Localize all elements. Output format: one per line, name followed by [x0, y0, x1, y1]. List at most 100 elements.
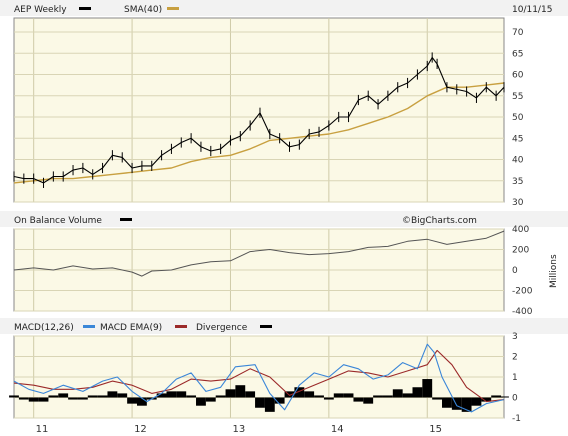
divergence-bar — [136, 397, 147, 406]
divergence-bar — [215, 395, 226, 398]
divergence-bar — [68, 397, 78, 400]
legend-swatch-divergence — [260, 325, 272, 328]
divergence-bar — [304, 391, 315, 398]
divergence-bar — [392, 389, 403, 398]
y-tick-label: 50 — [512, 113, 524, 123]
y-tick-label: 60 — [512, 71, 524, 81]
divergence-bar — [422, 379, 433, 398]
divergence-bar — [491, 395, 502, 398]
x-tick-label: 12 — [134, 424, 147, 435]
divergence-bar — [481, 397, 492, 402]
divergence-bar — [245, 391, 256, 398]
divergence-bar — [442, 397, 452, 408]
divergence-bar — [18, 397, 29, 400]
macd-ema-line — [13, 349, 505, 403]
y-tick-label: 3 — [512, 332, 518, 342]
divergence-bar — [471, 397, 482, 406]
divergence-bar — [461, 397, 472, 412]
legend-swatch-obv — [120, 218, 132, 221]
y-tick-label: 70 — [512, 28, 524, 38]
y-tick-label: -1 — [512, 414, 521, 424]
y-tick-label: -400 — [512, 307, 533, 317]
price-header-bar — [0, 0, 568, 16]
divergence-bar — [38, 397, 49, 402]
divergence-bar — [186, 395, 197, 398]
divergence-bar — [235, 385, 246, 398]
divergence-bar — [382, 395, 393, 398]
divergence-bar — [314, 395, 324, 398]
y-tick-label: 0 — [512, 266, 518, 276]
price-title: AEP Weekly — [14, 5, 67, 15]
y-tick-label: 55 — [512, 92, 523, 102]
divergence-bar — [294, 387, 305, 398]
legend-swatch-macd — [83, 325, 95, 328]
x-tick-label: 15 — [429, 424, 442, 435]
y-tick-label: 2 — [512, 353, 518, 363]
divergence-bar — [499, 396, 509, 398]
y-tick-label: 40 — [512, 156, 524, 166]
divergence-bar — [196, 397, 206, 406]
macd-line — [13, 343, 505, 413]
obv-title: On Balance Volume — [14, 216, 102, 226]
sma-line — [13, 82, 505, 184]
divergence-bar — [451, 397, 462, 410]
divergence-bar — [156, 393, 167, 398]
y-tick-label: 30 — [512, 198, 524, 208]
y-tick-label: 0 — [512, 394, 518, 404]
legend-swatch-sma — [167, 7, 179, 10]
divergence-label: Divergence — [196, 323, 248, 333]
legend-swatch-ema — [175, 325, 187, 328]
y-tick-label: 400 — [512, 225, 529, 235]
legend-swatch-price — [79, 7, 91, 10]
divergence-bar — [176, 391, 187, 398]
divergence-bar — [373, 395, 383, 398]
divergence-bar — [117, 393, 128, 398]
divergence-bar — [343, 393, 354, 398]
y-tick-label: -200 — [512, 287, 533, 297]
y-tick-label: 45 — [512, 134, 523, 144]
credit-label: ©BigCharts.com — [402, 216, 477, 226]
divergence-bar — [402, 393, 413, 398]
divergence-bar — [363, 397, 374, 404]
x-tick-label: 13 — [232, 424, 245, 435]
obv-line — [13, 230, 505, 277]
x-tick-label: 14 — [331, 424, 344, 435]
divergence-bar — [274, 397, 285, 404]
divergence-bar — [255, 397, 265, 408]
divergence-bar — [127, 397, 137, 404]
divergence-bar — [225, 389, 236, 398]
divergence-bar — [323, 397, 334, 400]
macd-ema-label: MACD EMA(9) — [100, 323, 162, 333]
sma-legend-label: SMA(40) — [124, 5, 162, 15]
macd-header-bar — [0, 318, 568, 334]
divergence-bar — [432, 397, 443, 400]
divergence-bar — [284, 391, 295, 398]
price-panel-bg — [13, 17, 505, 203]
divergence-bar — [58, 393, 69, 398]
divergence-bar — [353, 397, 364, 402]
divergence-bar — [205, 397, 216, 402]
divergence-bar — [333, 393, 344, 398]
divergence-bar — [166, 391, 177, 398]
date-label: 10/11/15 — [512, 5, 552, 15]
y-tick-label: 1 — [512, 373, 518, 383]
macd-title: MACD(12,26) — [14, 323, 74, 333]
divergence-bar — [264, 397, 275, 412]
divergence-bar — [412, 387, 423, 398]
divergence-bar — [107, 391, 118, 398]
price-line — [13, 56, 505, 184]
y-tick-label: 200 — [512, 246, 529, 256]
y-axis-label: Millions — [549, 254, 559, 288]
divergence-bar — [9, 395, 19, 398]
y-tick-label: 35 — [512, 177, 523, 187]
y-tick-label: 65 — [512, 49, 523, 59]
divergence-bar — [28, 397, 39, 402]
divergence-bar — [87, 395, 98, 398]
divergence-bar — [48, 395, 59, 398]
divergence-bar — [97, 395, 108, 398]
x-tick-label: 11 — [36, 424, 49, 435]
divergence-bar — [77, 397, 88, 400]
obv-header-bar — [0, 211, 568, 227]
